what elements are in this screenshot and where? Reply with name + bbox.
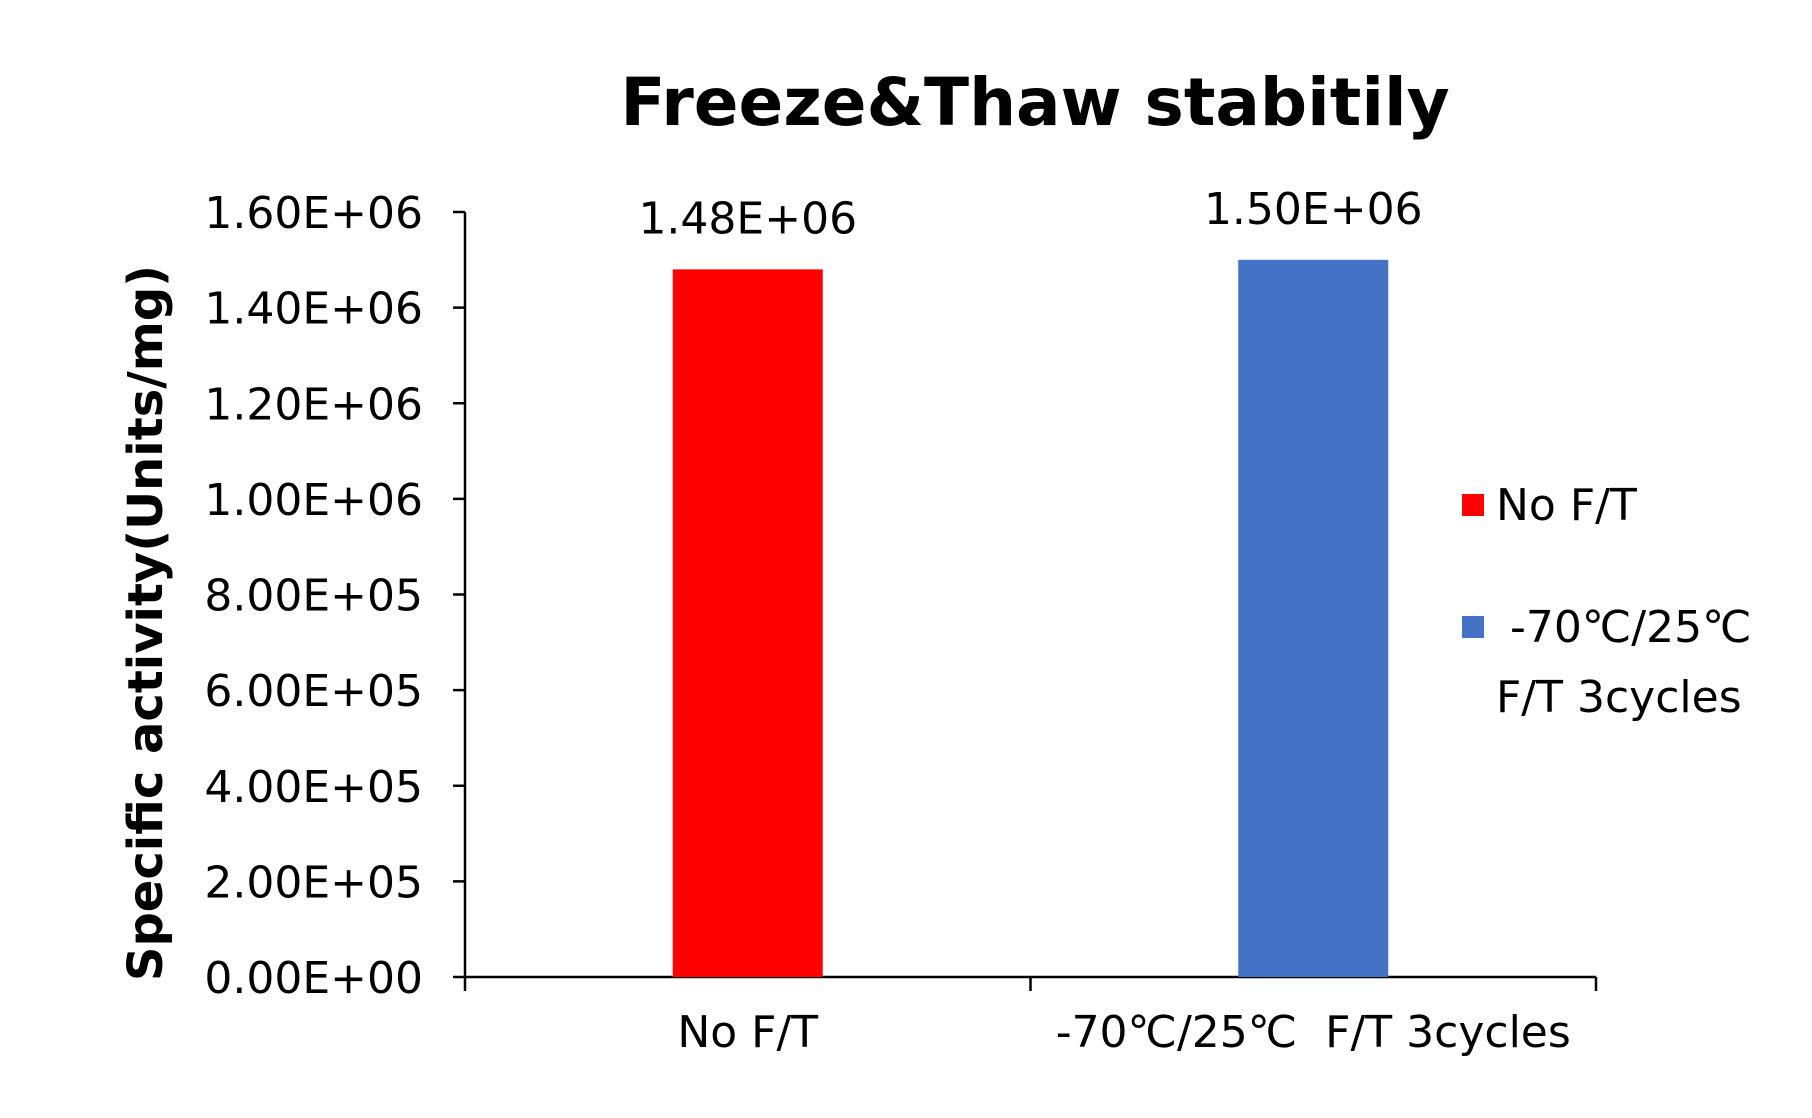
y-tick-label: 0.00E+00 <box>204 953 423 1004</box>
data-label: 1.48E+06 <box>638 193 857 244</box>
legend-label: No F/T <box>1496 480 1637 531</box>
y-tick-label: 2.00E+05 <box>204 857 423 908</box>
legend-swatch <box>1462 616 1484 638</box>
bar <box>1238 259 1389 977</box>
legend-label: -70℃/25℃ <box>1496 602 1752 653</box>
y-tick-label: 1.60E+06 <box>204 188 423 239</box>
data-label: 1.50E+06 <box>1204 184 1423 235</box>
chart-title: Freeze&Thaw stabitily <box>620 64 1449 141</box>
legend-swatch <box>1462 494 1484 516</box>
y-tick-label: 4.00E+05 <box>204 762 423 813</box>
y-tick-label: 1.40E+06 <box>204 284 423 335</box>
legend: No F/T -70℃/25℃ F/T 3cycles <box>1462 480 1752 723</box>
x-category-label: No F/T <box>677 1007 818 1058</box>
y-tick-label: 1.00E+06 <box>204 475 423 526</box>
plot-area: 0.00E+00 2.00E+05 4.00E+05 6.00E+05 8.00E+05… <box>204 184 1598 1058</box>
y-tick-label: 1.20E+06 <box>204 379 423 430</box>
y-axis-label: Specific activity(Units/mg) <box>118 265 174 981</box>
legend-label: F/T 3cycles <box>1496 672 1742 723</box>
y-tick-label: 6.00E+05 <box>204 666 423 717</box>
x-category-label: -70℃/25℃ F/T 3cycles <box>1056 1007 1571 1058</box>
y-tick-label: 8.00E+05 <box>204 571 423 622</box>
bar <box>672 269 823 977</box>
